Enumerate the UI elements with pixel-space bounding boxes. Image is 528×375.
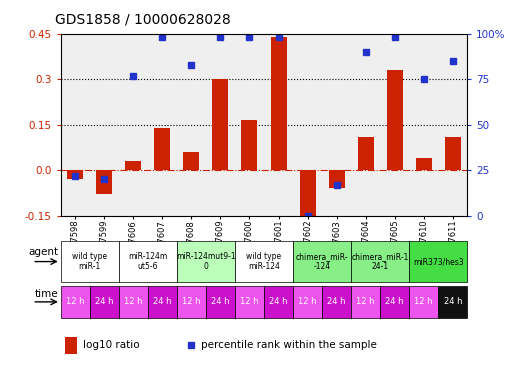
Text: 12 h: 12 h (356, 297, 375, 306)
Text: 12 h: 12 h (298, 297, 317, 306)
Bar (119, 286, 148, 318)
Text: 12 h: 12 h (66, 297, 84, 306)
Bar (409, 286, 438, 318)
Text: wild type
miR-124: wild type miR-124 (247, 252, 281, 271)
Bar (270, 37, 287, 170)
Bar (119, 241, 177, 282)
Text: 24 h: 24 h (269, 297, 288, 306)
Bar (148, 286, 177, 318)
Text: miR-124m
ut5-6: miR-124m ut5-6 (128, 252, 167, 271)
Bar (293, 286, 322, 318)
Bar (386, 70, 403, 170)
Bar (177, 241, 235, 282)
Text: wild type
miR-1: wild type miR-1 (72, 252, 107, 271)
Text: time: time (34, 290, 58, 300)
Bar (438, 286, 467, 318)
Bar (61, 241, 119, 282)
Bar (299, 170, 316, 225)
Text: GDS1858 / 10000628028: GDS1858 / 10000628028 (55, 12, 231, 26)
Text: 24 h: 24 h (327, 297, 346, 306)
Text: chimera_miR-1
24-1: chimera_miR-1 24-1 (352, 252, 409, 271)
Text: miR-124mut9-1
0: miR-124mut9-1 0 (176, 252, 235, 271)
Text: log10 ratio: log10 ratio (83, 340, 140, 350)
Bar (177, 286, 206, 318)
Bar (154, 128, 171, 170)
Text: 12 h: 12 h (182, 297, 201, 306)
Text: 24 h: 24 h (385, 297, 404, 306)
Bar (351, 241, 409, 282)
Bar (65, 337, 77, 354)
Text: 12 h: 12 h (240, 297, 259, 306)
Bar (67, 170, 83, 179)
Bar (409, 241, 467, 282)
Text: 24 h: 24 h (211, 297, 230, 306)
Bar (235, 241, 293, 282)
Bar (90, 286, 119, 318)
Bar (206, 286, 235, 318)
Bar (61, 286, 90, 318)
Bar (380, 286, 409, 318)
Bar (351, 286, 380, 318)
Text: 24 h: 24 h (444, 297, 462, 306)
Text: 12 h: 12 h (124, 297, 143, 306)
Bar (212, 79, 229, 170)
Bar (235, 286, 264, 318)
Text: chimera_miR-
-124: chimera_miR- -124 (296, 252, 348, 271)
Text: miR373/hes3: miR373/hes3 (413, 257, 464, 266)
Bar (445, 137, 461, 170)
Bar (183, 152, 200, 170)
Text: 24 h: 24 h (95, 297, 114, 306)
Text: 24 h: 24 h (153, 297, 172, 306)
Bar (264, 286, 293, 318)
Text: percentile rank within the sample: percentile rank within the sample (201, 340, 377, 350)
Bar (96, 170, 112, 194)
Bar (241, 120, 258, 170)
Bar (328, 170, 345, 188)
Bar (357, 137, 374, 170)
Bar (293, 241, 351, 282)
Bar (416, 158, 432, 170)
Text: agent: agent (28, 247, 58, 257)
Bar (125, 161, 142, 170)
Bar (322, 286, 351, 318)
Text: 12 h: 12 h (414, 297, 433, 306)
